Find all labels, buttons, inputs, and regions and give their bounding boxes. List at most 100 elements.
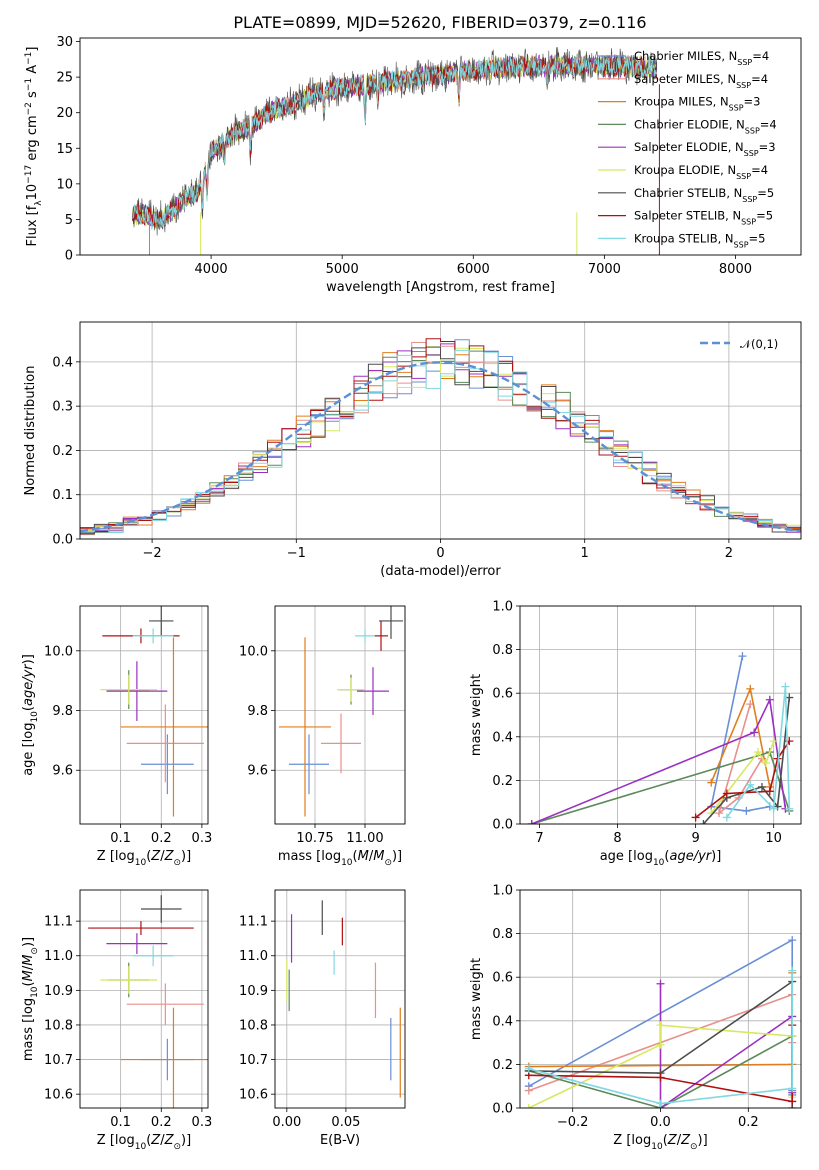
legend-label: Salpeter STELIB, NSSP=5 — [634, 209, 773, 227]
x-tick-label: 0.00 — [272, 1115, 301, 1130]
x-tick-label: 0.3 — [192, 1115, 213, 1130]
y-axis-label-part: ( — [21, 706, 36, 711]
y-axis-label-part: ] — [25, 47, 40, 52]
legend-name: Salpeter MILES, N — [634, 72, 736, 86]
legend-value: =5 — [749, 231, 766, 245]
weight-series-line — [717, 703, 763, 816]
y-tick-label: 10.0 — [239, 644, 268, 659]
weight-point-marker — [761, 758, 770, 767]
weight-point-marker — [656, 1021, 665, 1030]
x-axis-label-part: Z — [150, 849, 161, 864]
spectrum-line — [132, 47, 658, 236]
legend-sub: SSP — [736, 172, 751, 181]
x-tick-label: 1 — [581, 546, 589, 561]
legend-label: Salpeter ELODIE, NSSP=3 — [634, 140, 776, 158]
y-axis-label: Normed distribution — [23, 366, 38, 496]
y-tick-label: 0.3 — [52, 400, 73, 415]
y-tick-label: 10.0 — [44, 644, 73, 659]
x-axis-label: age [log10(age/yr)] — [600, 849, 722, 868]
axes-frame — [274, 889, 406, 1109]
y-tick-label: 9.6 — [52, 764, 73, 779]
y-tick-label: 0.6 — [492, 687, 513, 702]
weight-point-marker — [746, 780, 755, 789]
x-axis-label-part: log — [633, 849, 653, 864]
x-axis-label: wavelength [Angstrom, rest frame] — [326, 280, 555, 295]
y-axis-label-part: Normed distribution — [23, 366, 38, 496]
legend-sub: SSP — [737, 58, 752, 67]
x-axis-label-part: Z — [164, 1133, 175, 1148]
x-axis-label-part: / — [160, 1133, 165, 1148]
y-axis-label-part: mass weight — [469, 958, 484, 1040]
y-tick-label: 0.0 — [492, 1102, 513, 1117]
x-tick-label: 0.2 — [738, 1115, 759, 1130]
x-tick-label: 8000 — [719, 262, 752, 277]
x-axis-label-part: ( — [353, 849, 358, 864]
y-axis-label-part: 10 — [25, 184, 40, 201]
y-tick-label: 0.4 — [492, 730, 513, 745]
legend-name: Salpeter ELODIE, N — [634, 140, 744, 154]
spectrum-lines — [132, 47, 660, 255]
y-tick-label: 10.9 — [44, 984, 73, 999]
legend-name: Kroupa STELIB, N — [634, 231, 734, 245]
y-tick-label: 1.0 — [492, 600, 513, 615]
legend-label: Kroupa STELIB, NSSP=5 — [634, 231, 765, 249]
x-tick-label: 8 — [613, 831, 621, 846]
axes-frame — [79, 889, 209, 1109]
weight-point-marker — [656, 1099, 665, 1108]
y-axis-label-part: A — [25, 65, 40, 78]
x-axis-label-part: 10 — [135, 1142, 147, 1152]
x-axis-label-part: ⊙ — [690, 1142, 698, 1152]
weight-point-marker — [656, 1073, 665, 1082]
x-axis-label-part: M — [373, 849, 384, 864]
x-tick-label: −0.2 — [557, 1115, 589, 1130]
x-axis-label: (data-model)/error — [380, 564, 501, 579]
normal-curve — [80, 361, 801, 533]
weight-point-marker — [738, 652, 747, 661]
x-axis-label-part: log — [631, 1133, 651, 1148]
y-tick-label: 15 — [56, 142, 73, 157]
weight-lines — [527, 652, 794, 824]
x-axis-label-part: log — [115, 1133, 135, 1148]
errorbar-points — [88, 895, 208, 1108]
axes-frame — [519, 889, 802, 1109]
weight-point-marker — [788, 1084, 797, 1093]
x-tick-label: −2 — [143, 546, 162, 561]
weight-point-marker — [788, 936, 797, 945]
x-axis-label-part: ( — [146, 1133, 151, 1148]
x-axis-label: mass [log10(M/M⊙)] — [278, 849, 402, 868]
y-axis-label-part: mass weight — [469, 674, 484, 756]
legend-label: Kroupa ELODIE, NSSP=4 — [634, 163, 768, 181]
legend-label: Chabrier STELIB, NSSP=5 — [634, 186, 774, 204]
weight-point-marker — [788, 966, 797, 975]
y-axis-label-part: )] — [21, 654, 36, 664]
figure-title: PLATE=0899, MJD=52620, FIBERID=0379, z=0… — [233, 13, 646, 32]
errorbar-points — [100, 606, 208, 817]
y-axis-label: mass [log10(M/M⊙)] — [21, 937, 40, 1061]
x-axis-label-part: )] — [392, 849, 402, 864]
x-tick-label: 9 — [691, 831, 699, 846]
y-axis-label: mass weight — [469, 674, 484, 756]
x-axis-label-part: ( — [664, 849, 669, 864]
weight-series-line — [531, 696, 787, 824]
weight-point-marker — [769, 804, 778, 813]
y-axis-label-part: 10 — [30, 711, 40, 723]
x-tick-label: 0.1 — [110, 831, 131, 846]
histogram-panel: −2 −1 0 1 2 0.0 0.1 0.2 0.3 0.4 (data-model)/error… — [23, 321, 802, 579]
weight-series-line — [710, 740, 775, 814]
x-tick-label: 6000 — [457, 262, 490, 277]
y-tick-label: 10 — [56, 177, 73, 192]
y-tick-label: 0 — [65, 249, 73, 264]
x-tick-label: 11.00 — [346, 831, 383, 846]
x-axis-label-part: / — [160, 849, 165, 864]
weight-point-marker — [757, 782, 766, 791]
y-axis-label: Flux [fλ10−17 erg cm−2 s−1 A−1] — [24, 47, 44, 247]
errorbar-points — [279, 606, 403, 817]
y-axis-label-part: −1 — [24, 52, 34, 65]
y-axis-label-part: λ — [34, 200, 44, 206]
y-axis-label-part: s — [25, 91, 40, 102]
x-tick-label: 2 — [725, 546, 733, 561]
y-axis-label-part: −2 — [24, 102, 34, 115]
y-axis-label-part: ⊙ — [30, 947, 40, 955]
